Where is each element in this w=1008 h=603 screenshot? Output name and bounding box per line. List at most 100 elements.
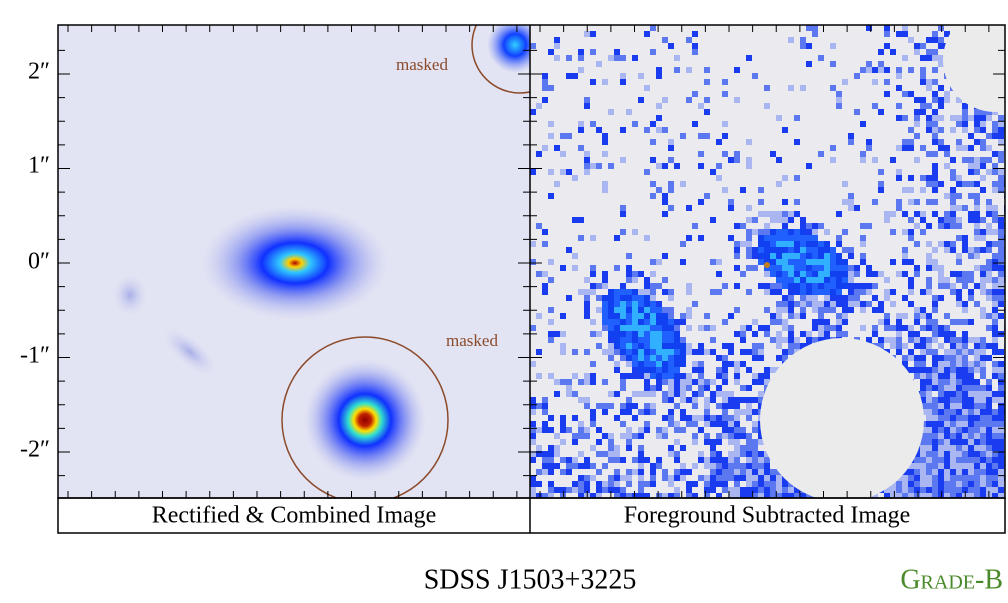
- pixel: [974, 349, 980, 355]
- pixel: [956, 253, 962, 259]
- pixel: [986, 133, 992, 139]
- pixel: [548, 415, 554, 421]
- pixel: [752, 469, 758, 475]
- pixel: [884, 277, 890, 283]
- pixel: [752, 427, 758, 433]
- pixel: [968, 421, 974, 427]
- pixel: [590, 493, 596, 498]
- pixel: [962, 121, 968, 127]
- pixel: [980, 397, 986, 403]
- pixel: [764, 457, 770, 463]
- pixel: [944, 367, 950, 373]
- pixel: [848, 205, 854, 211]
- pixel: [632, 289, 638, 295]
- pixel: [932, 493, 938, 498]
- pixel: [596, 439, 602, 445]
- pixel: [992, 373, 998, 379]
- pixel: [974, 475, 980, 481]
- pixel: [674, 373, 680, 379]
- pixel: [968, 391, 974, 397]
- pixel: [722, 379, 728, 385]
- pixel: [746, 247, 752, 253]
- pixel: [842, 301, 848, 307]
- pixel: [890, 211, 896, 217]
- pixel: [914, 97, 920, 103]
- pixel: [536, 349, 542, 355]
- pixel: [698, 343, 704, 349]
- pixel: [572, 415, 578, 421]
- pixel: [944, 223, 950, 229]
- pixel: [920, 445, 926, 451]
- pixel: [596, 61, 602, 67]
- pixel: [614, 367, 620, 373]
- pixel: [956, 259, 962, 265]
- pixel: [614, 445, 620, 451]
- pixel: [584, 427, 590, 433]
- pixel: [686, 385, 692, 391]
- pixel: [590, 475, 596, 481]
- pixel: [620, 205, 626, 211]
- pixel: [824, 283, 830, 289]
- pixel: [674, 379, 680, 385]
- pixel: [542, 241, 548, 247]
- pixel: [602, 313, 608, 319]
- pixel: [674, 421, 680, 427]
- pixel: [848, 271, 854, 277]
- pixel: [626, 475, 632, 481]
- pixel: [620, 307, 626, 313]
- pixel: [992, 439, 998, 445]
- pixel: [686, 325, 692, 331]
- pixel: [632, 313, 638, 319]
- pixel: [632, 337, 638, 343]
- pixel: [914, 367, 920, 373]
- pixel: [686, 235, 692, 241]
- pixel: [848, 283, 854, 289]
- pixel: [560, 349, 566, 355]
- pixel: [812, 319, 818, 325]
- pixel: [668, 139, 674, 145]
- pixel: [992, 361, 998, 367]
- pixel: [584, 457, 590, 463]
- pixel: [944, 475, 950, 481]
- pixel: [830, 307, 836, 313]
- pixel: [998, 175, 1004, 181]
- pixel: [968, 115, 974, 121]
- pixel: [728, 361, 734, 367]
- pixel: [974, 379, 980, 385]
- pixel: [746, 241, 752, 247]
- pixel: [926, 379, 932, 385]
- pixel: [782, 277, 788, 283]
- pixel: [968, 271, 974, 277]
- pixel: [656, 325, 662, 331]
- pixel: [644, 355, 650, 361]
- pixel: [800, 271, 806, 277]
- pixel: [662, 331, 668, 337]
- pixel: [890, 229, 896, 235]
- pixel: [866, 25, 872, 31]
- pixel: [902, 313, 908, 319]
- pixel: [980, 343, 986, 349]
- pixel: [938, 355, 944, 361]
- pixel: [590, 121, 596, 127]
- pixel: [770, 217, 776, 223]
- pixel: [692, 379, 698, 385]
- pixel: [962, 241, 968, 247]
- pixel: [992, 451, 998, 457]
- pixel: [902, 145, 908, 151]
- pixel: [668, 451, 674, 457]
- pixel: [908, 463, 914, 469]
- pixel: [962, 145, 968, 151]
- pixel: [644, 85, 650, 91]
- pixel: [578, 397, 584, 403]
- pixel: [602, 139, 608, 145]
- pixel: [560, 151, 566, 157]
- pixel: [674, 361, 680, 367]
- pixel: [800, 277, 806, 283]
- pixel: [662, 493, 668, 498]
- pixel: [584, 157, 590, 163]
- pixel: [800, 235, 806, 241]
- pixel: [812, 295, 818, 301]
- pixel: [614, 49, 620, 55]
- pixel: [908, 331, 914, 337]
- pixel: [944, 457, 950, 463]
